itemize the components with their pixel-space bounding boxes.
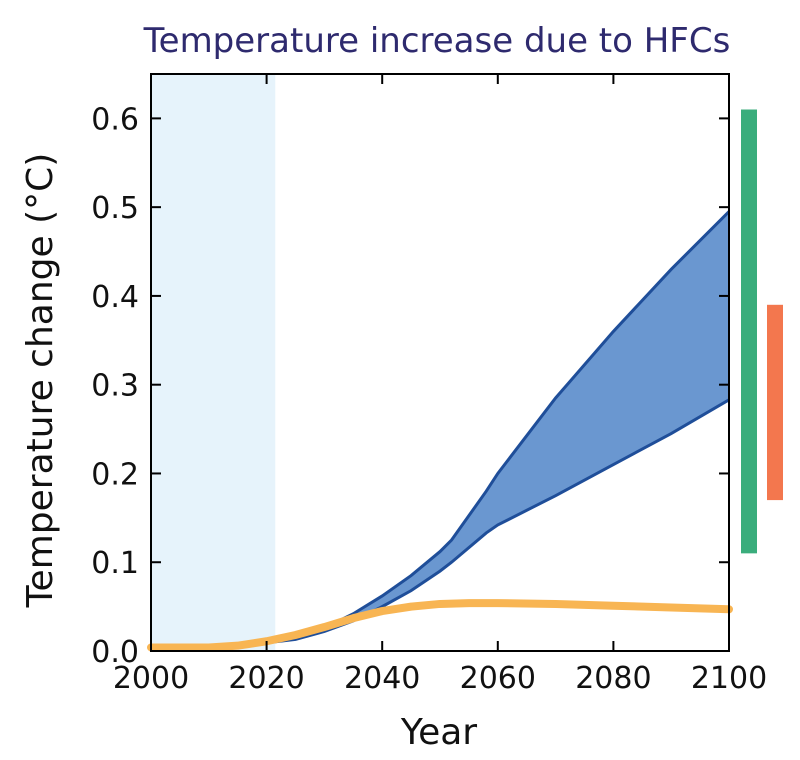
series-layer [147,210,733,652]
historical-period-shading [151,74,276,651]
x-axis-label: Year [400,712,477,753]
plot-border [150,73,730,652]
x-tick-label: 2040 [344,661,420,696]
y-tick-label: 0.0 [91,635,139,670]
x-tick-label: 2060 [460,661,536,696]
x-tick-label: 2080 [575,661,651,696]
y-tick-label: 0.6 [91,102,139,137]
y-tick-label: 0.2 [91,457,139,492]
y-tick-label: 0.5 [91,191,139,226]
range-bar [767,304,783,501]
x-tick-label: 2100 [691,661,767,696]
range-bars [741,109,783,554]
range-bar [741,109,757,554]
axis-ticks: 2000 2020 2040 2060 2080 2100 0.0 0.1 0.2 0.3 0.4 0… [91,74,767,696]
band-area [272,211,729,643]
y-axis-label: Temperature change (°C) [20,153,61,609]
y-tick-label: 0.4 [91,280,139,315]
series-line [147,599,733,652]
y-tick-label: 0.1 [91,546,139,581]
plot-background [151,74,276,651]
chart-title: Temperature increase due to HFCs [143,21,731,61]
plot-frame [150,73,730,652]
y-tick-label: 0.3 [91,369,139,404]
x-tick-label: 2000 [113,661,189,696]
x-tick-label: 2020 [228,661,304,696]
